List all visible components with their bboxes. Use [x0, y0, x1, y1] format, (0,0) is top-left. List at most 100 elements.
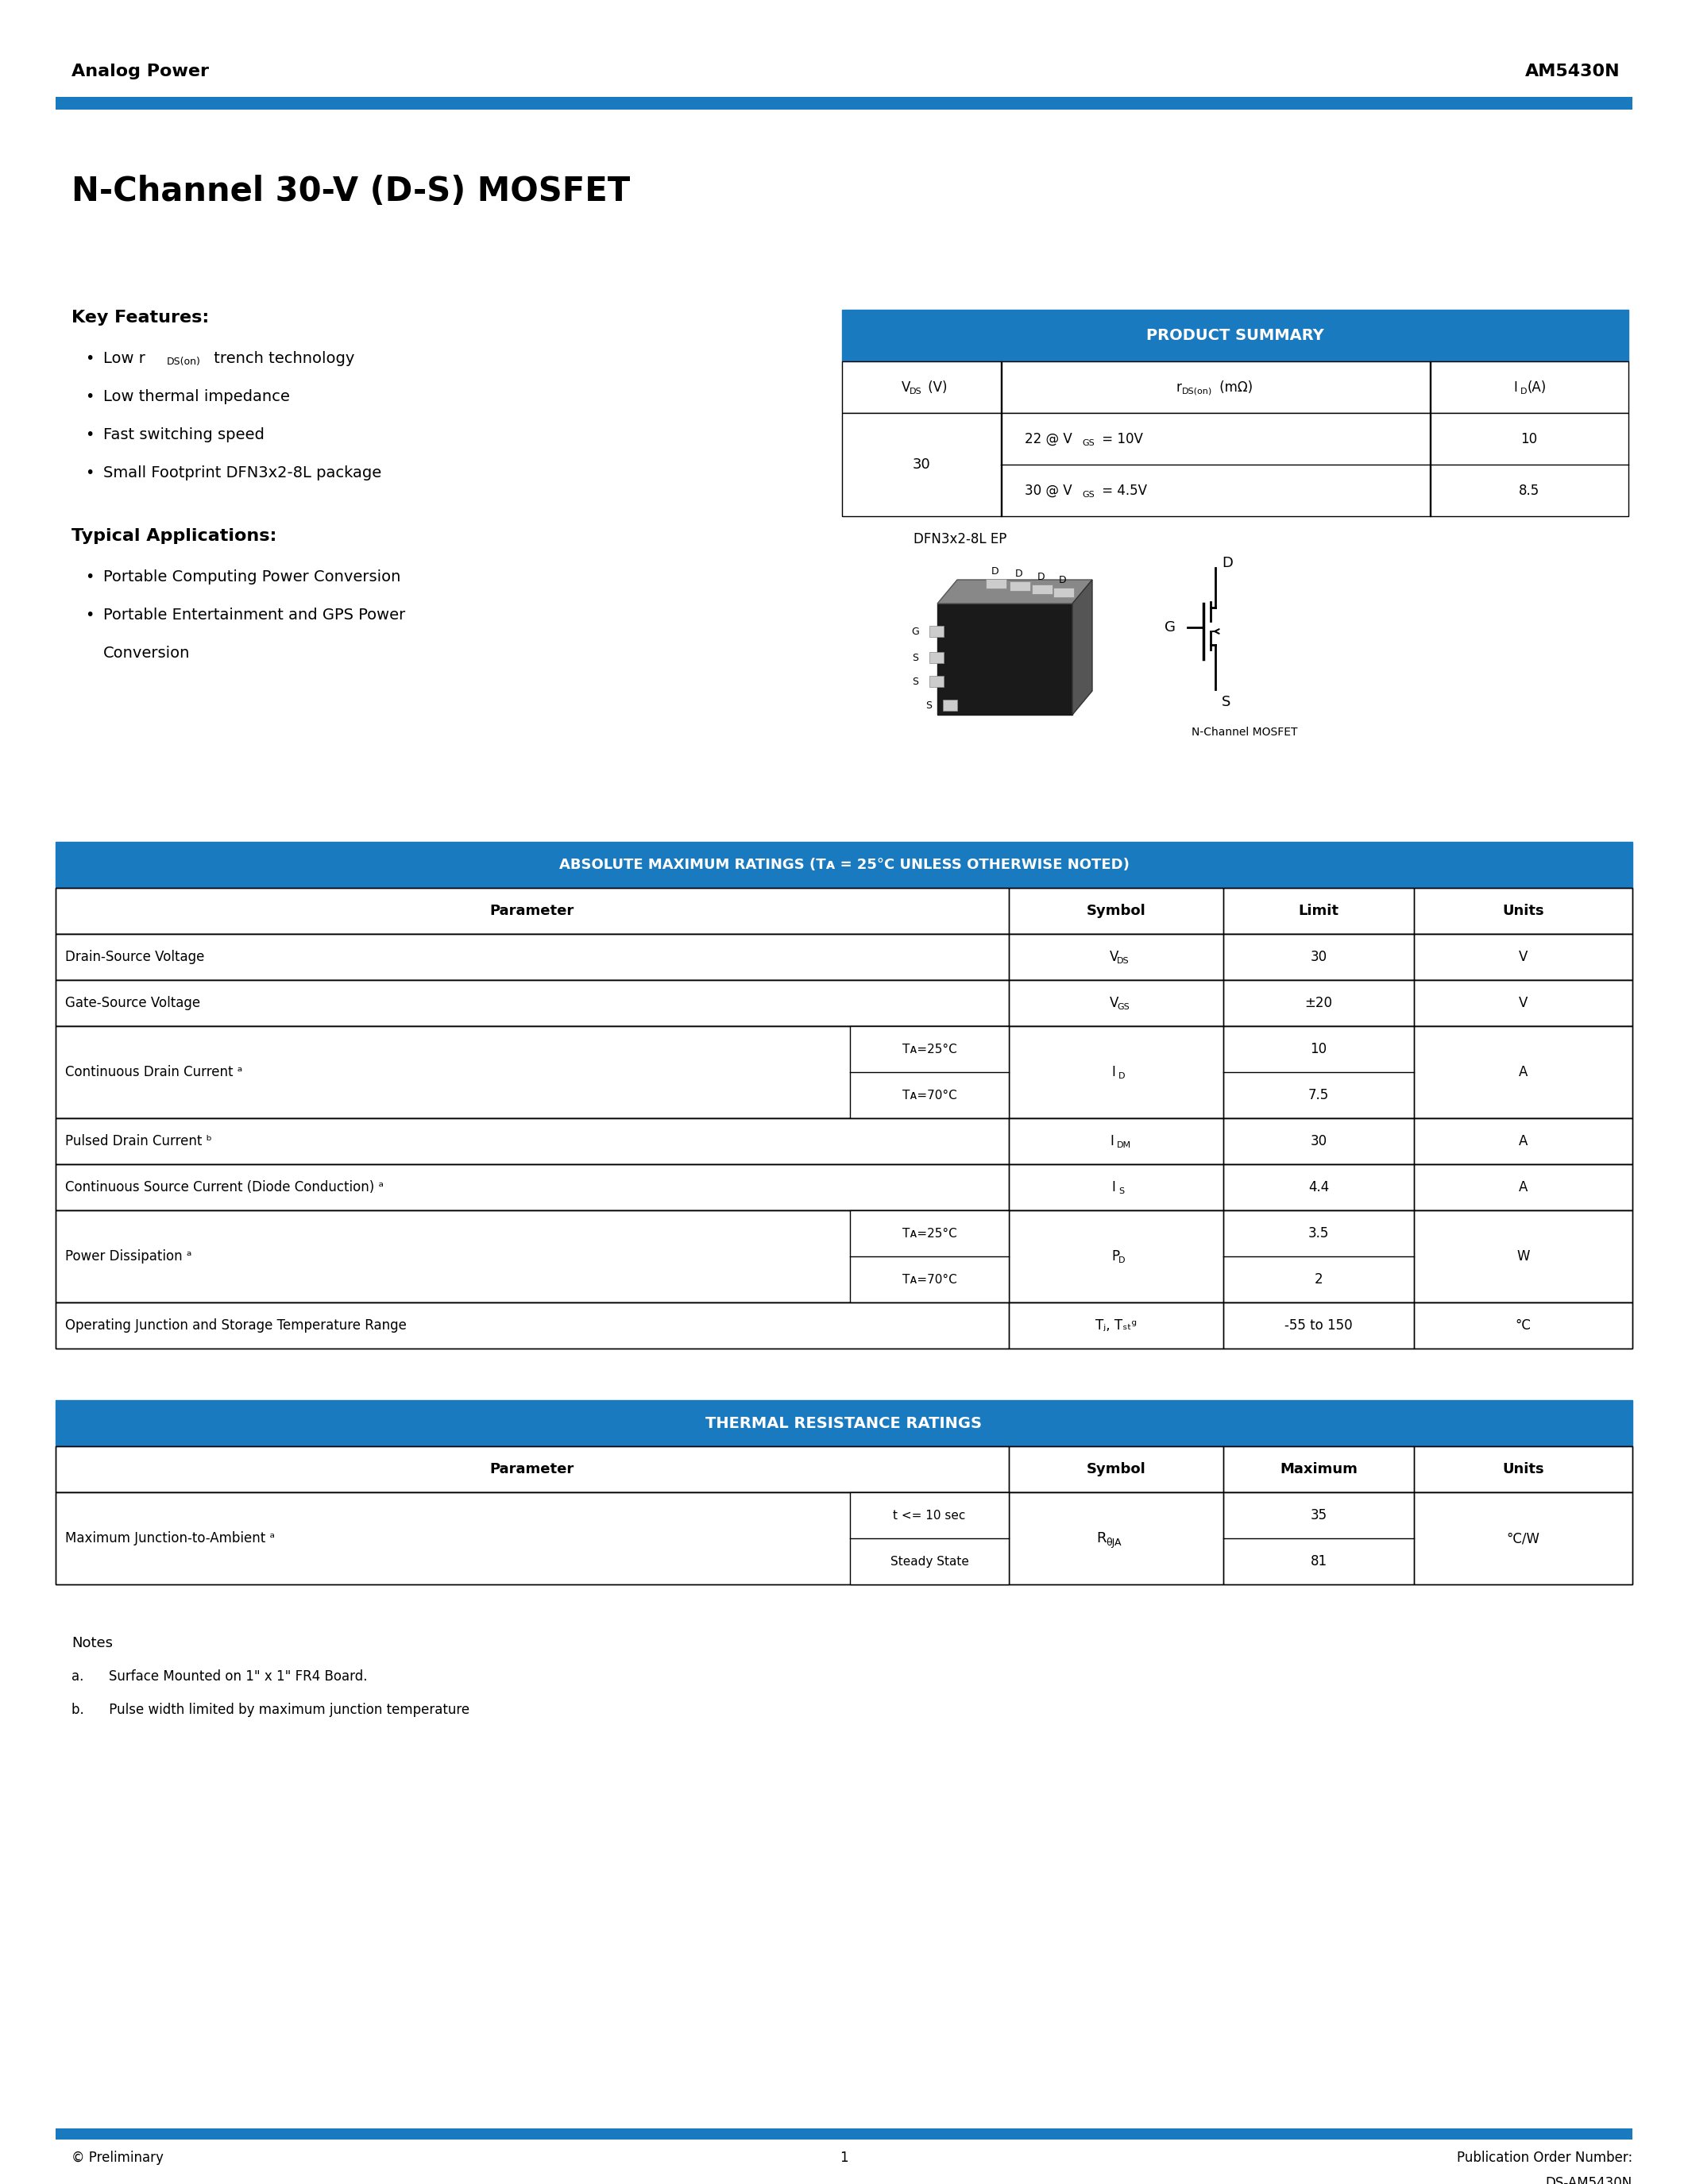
Text: Steady State: Steady State	[890, 1555, 969, 1568]
Text: = 10V: = 10V	[1097, 432, 1143, 446]
Text: Parameter: Parameter	[490, 904, 574, 917]
Bar	[986, 579, 1006, 587]
Bar	[56, 1026, 1009, 1118]
Text: Tᴀ=25°C: Tᴀ=25°C	[901, 1044, 957, 1055]
Text: Low thermal impedance: Low thermal impedance	[103, 389, 290, 404]
Text: D: D	[1119, 1072, 1126, 1081]
Bar	[56, 1026, 1632, 1118]
Bar	[1224, 1446, 1415, 1492]
Bar	[851, 1492, 1009, 1583]
Text: V: V	[1519, 996, 1528, 1011]
Text: •: •	[84, 465, 95, 480]
Text: a.      Surface Mounted on 1" x 1" FR4 Board.: a. Surface Mounted on 1" x 1" FR4 Board.	[71, 1669, 368, 1684]
Text: r: r	[1175, 380, 1182, 395]
Bar	[1224, 1302, 1415, 1348]
Bar	[56, 1302, 1009, 1348]
Text: Tⱼ, Tₛₜᵍ: Tⱼ, Tₛₜᵍ	[1096, 1319, 1136, 1332]
Bar	[1415, 1026, 1632, 1118]
Text: 1: 1	[839, 2151, 847, 2164]
Bar	[1415, 981, 1632, 1026]
Bar	[56, 889, 1009, 935]
Text: © Preliminary: © Preliminary	[71, 2151, 164, 2164]
Bar	[56, 889, 1632, 935]
Text: °C: °C	[1516, 1319, 1531, 1332]
Bar	[56, 2129, 1632, 2140]
Bar	[1415, 1302, 1632, 1348]
Bar	[842, 310, 1629, 360]
Text: 35: 35	[1310, 1509, 1327, 1522]
Bar	[56, 935, 1632, 981]
Text: G: G	[912, 627, 918, 636]
Text: D: D	[1016, 568, 1023, 579]
Text: (mΩ): (mΩ)	[1215, 380, 1252, 395]
Text: Limit: Limit	[1298, 904, 1339, 917]
Text: D: D	[1521, 387, 1528, 395]
Text: 22 @ V: 22 @ V	[1025, 432, 1072, 446]
Text: Symbol: Symbol	[1087, 1461, 1146, 1476]
Bar	[1224, 1492, 1415, 1583]
Text: A: A	[1519, 1133, 1528, 1149]
Text: I: I	[1111, 1179, 1116, 1195]
Text: Units: Units	[1502, 904, 1545, 917]
Text: DS(on): DS(on)	[167, 356, 201, 367]
Bar	[56, 1446, 1632, 1492]
Text: Notes: Notes	[71, 1636, 113, 1651]
Bar	[1009, 1302, 1224, 1348]
Text: PRODUCT SUMMARY: PRODUCT SUMMARY	[1146, 328, 1323, 343]
Text: R: R	[1096, 1531, 1106, 1546]
Text: Maximum Junction-to-Ambient ᵃ: Maximum Junction-to-Ambient ᵃ	[66, 1531, 275, 1546]
Bar	[1415, 1118, 1632, 1164]
Text: S: S	[1222, 695, 1231, 710]
Text: W: W	[1516, 1249, 1529, 1265]
Bar	[56, 1492, 1009, 1583]
Bar	[56, 935, 1009, 981]
Text: V: V	[1109, 950, 1119, 963]
Bar	[56, 1210, 1009, 1302]
Bar	[56, 1164, 1009, 1210]
Text: 7.5: 7.5	[1308, 1088, 1328, 1103]
Bar	[1224, 1210, 1415, 1302]
Text: Key Features:: Key Features:	[71, 310, 209, 325]
Text: Gate-Source Voltage: Gate-Source Voltage	[66, 996, 201, 1011]
Text: Symbol: Symbol	[1087, 904, 1146, 917]
Text: Small Footprint DFN3x2-8L package: Small Footprint DFN3x2-8L package	[103, 465, 381, 480]
Bar	[56, 1302, 1632, 1348]
Text: 2: 2	[1315, 1273, 1323, 1286]
Text: Operating Junction and Storage Temperature Range: Operating Junction and Storage Temperatu…	[66, 1319, 407, 1332]
Bar	[1009, 1118, 1224, 1164]
Text: Tᴀ=70°C: Tᴀ=70°C	[901, 1273, 957, 1286]
Text: •: •	[84, 570, 95, 585]
Text: DS(on): DS(on)	[1182, 387, 1212, 395]
Text: V: V	[1519, 950, 1528, 963]
Text: Continuous Drain Current ᵃ: Continuous Drain Current ᵃ	[66, 1066, 243, 1079]
Text: •: •	[84, 352, 95, 367]
Text: (V): (V)	[923, 380, 947, 395]
Text: °C/W: °C/W	[1506, 1531, 1539, 1546]
Bar	[842, 413, 1629, 515]
Text: Publication Order Number:: Publication Order Number:	[1457, 2151, 1632, 2164]
Bar	[1415, 935, 1632, 981]
Text: N-Channel 30-V (D-S) MOSFET: N-Channel 30-V (D-S) MOSFET	[71, 175, 630, 207]
Bar	[1415, 1492, 1632, 1583]
Text: 30: 30	[913, 456, 930, 472]
Text: Drain-Source Voltage: Drain-Source Voltage	[66, 950, 204, 963]
Bar	[56, 1210, 1632, 1302]
Text: Portable Entertainment and GPS Power: Portable Entertainment and GPS Power	[103, 607, 405, 622]
Text: D: D	[991, 566, 999, 577]
Bar	[1009, 1164, 1224, 1210]
Text: D: D	[1119, 1256, 1126, 1265]
Bar	[1031, 585, 1053, 594]
Bar	[1224, 981, 1415, 1026]
Bar	[1415, 1446, 1632, 1492]
Bar	[1009, 889, 1224, 935]
Text: DM: DM	[1117, 1142, 1131, 1149]
Text: Maximum: Maximum	[1280, 1461, 1357, 1476]
Bar	[930, 627, 944, 638]
Bar	[56, 1446, 1009, 1492]
Bar	[1415, 1164, 1632, 1210]
Text: Portable Computing Power Conversion: Portable Computing Power Conversion	[103, 570, 400, 585]
Text: Pulsed Drain Current ᵇ: Pulsed Drain Current ᵇ	[66, 1133, 213, 1149]
Text: 8.5: 8.5	[1519, 483, 1539, 498]
Bar	[1224, 935, 1415, 981]
Text: Typical Applications:: Typical Applications:	[71, 529, 277, 544]
